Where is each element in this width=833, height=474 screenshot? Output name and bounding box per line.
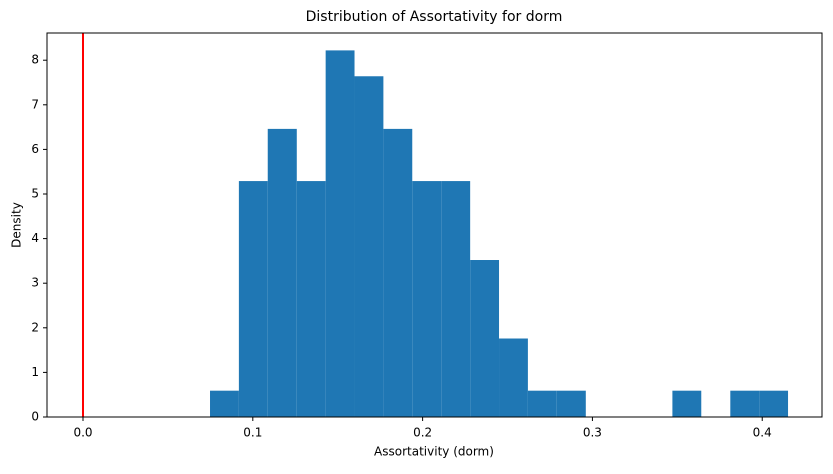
y-tick-label: 4 <box>31 231 39 245</box>
bar <box>383 128 413 418</box>
bar <box>412 181 442 417</box>
bar <box>325 50 355 417</box>
bar <box>499 338 528 417</box>
bar <box>267 128 297 418</box>
bar <box>210 390 239 417</box>
bar <box>527 390 557 417</box>
x-axis-label: Assortativity (dorm) <box>374 445 494 459</box>
x-tick-label: 0.3 <box>583 426 602 440</box>
y-tick-label: 2 <box>31 320 39 334</box>
x-tick-label: 0.4 <box>753 426 772 440</box>
x-tick-label: 0.1 <box>243 426 262 440</box>
y-tick-label: 7 <box>31 97 39 111</box>
y-tick-label: 6 <box>31 142 39 156</box>
y-axis-label: Density <box>10 202 24 248</box>
bar <box>470 260 500 417</box>
bar <box>238 181 268 417</box>
bar <box>730 390 760 417</box>
x-tick-label: 0.0 <box>73 426 92 440</box>
bar <box>441 181 471 417</box>
bar <box>672 390 702 417</box>
x-tick-label: 0.2 <box>413 426 432 440</box>
bar <box>354 76 384 417</box>
y-tick-label: 5 <box>31 187 39 201</box>
bar <box>296 181 326 417</box>
y-tick-label: 1 <box>31 365 39 379</box>
bar <box>556 390 586 417</box>
plot-frame <box>46 32 823 418</box>
chart-title: Distribution of Assortativity for dorm <box>306 9 563 25</box>
y-tick-label: 3 <box>31 276 39 290</box>
bar <box>759 390 789 417</box>
y-tick-label: 8 <box>31 53 39 67</box>
y-tick-label: 0 <box>31 410 39 424</box>
